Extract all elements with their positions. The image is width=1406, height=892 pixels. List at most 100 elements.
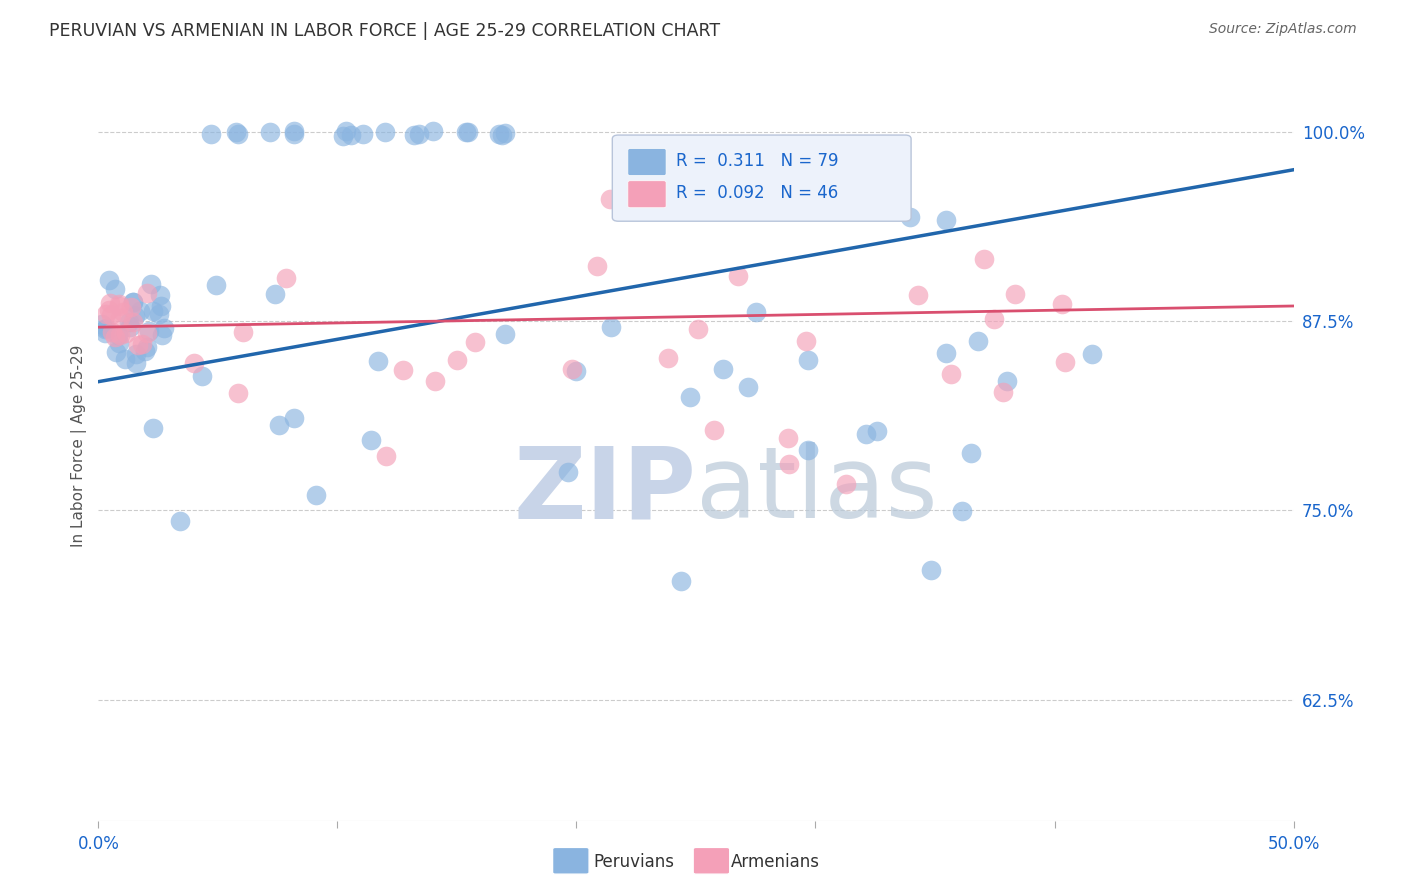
Point: [973, 252, 995, 267]
Point: [150, 327, 173, 342]
Point: [669, 574, 692, 589]
Point: [464, 334, 486, 349]
Point: [600, 319, 623, 334]
Text: Armenians: Armenians: [731, 853, 820, 871]
Point: [352, 128, 374, 142]
Point: [557, 466, 579, 480]
Point: [939, 367, 962, 381]
Point: [100, 308, 122, 322]
Point: [94, 321, 117, 335]
Point: [679, 390, 702, 404]
Text: ZIP: ZIP: [513, 442, 696, 540]
Point: [114, 351, 136, 366]
Point: [115, 326, 138, 341]
Point: [124, 356, 146, 370]
Point: [561, 361, 583, 376]
Point: [745, 305, 768, 319]
Point: [226, 127, 249, 141]
Point: [967, 334, 990, 348]
Point: [921, 562, 943, 576]
Point: [191, 369, 214, 384]
Point: [100, 296, 122, 310]
Text: R =  0.311   N = 79: R = 0.311 N = 79: [676, 153, 838, 170]
Point: [118, 320, 141, 334]
Point: [332, 129, 354, 144]
Point: [283, 124, 305, 138]
Point: [935, 345, 957, 359]
Point: [866, 425, 889, 439]
Point: [794, 334, 817, 348]
Point: [97, 302, 120, 317]
Point: [148, 287, 170, 301]
Point: [657, 351, 679, 366]
Point: [778, 432, 800, 446]
Point: [169, 514, 191, 528]
Point: [232, 325, 254, 339]
Point: [125, 347, 148, 361]
Point: [91, 318, 114, 332]
Point: [103, 282, 125, 296]
Point: [339, 128, 361, 142]
Point: [269, 417, 291, 432]
Point: [122, 294, 145, 309]
Point: [1080, 346, 1102, 360]
Point: [108, 336, 131, 351]
Point: [142, 420, 165, 434]
Point: [494, 126, 516, 140]
Point: [128, 303, 150, 318]
Point: [711, 361, 734, 376]
Y-axis label: In Labor Force | Age 25-29: In Labor Force | Age 25-29: [72, 345, 87, 547]
Point: [585, 259, 607, 273]
Point: [136, 341, 159, 355]
FancyBboxPatch shape: [628, 181, 666, 208]
Point: [374, 449, 396, 463]
Point: [797, 442, 820, 457]
Point: [107, 327, 129, 342]
Point: [835, 477, 858, 491]
Point: [200, 127, 222, 141]
Point: [127, 337, 149, 351]
Point: [112, 305, 135, 319]
Point: [263, 287, 285, 301]
Point: [991, 384, 1014, 399]
Point: [305, 488, 328, 502]
Point: [226, 386, 249, 401]
Point: [778, 457, 800, 471]
Point: [796, 352, 818, 367]
Point: [408, 128, 430, 142]
Point: [360, 434, 382, 448]
Point: [1054, 355, 1077, 369]
Point: [122, 295, 145, 310]
Point: [134, 344, 156, 359]
Point: [564, 364, 586, 378]
Point: [118, 315, 141, 329]
Point: [122, 316, 145, 330]
Point: [898, 211, 921, 225]
Point: [737, 380, 759, 394]
Text: Source: ZipAtlas.com: Source: ZipAtlas.com: [1209, 22, 1357, 37]
Point: [183, 356, 205, 370]
Point: [935, 213, 957, 227]
Point: [727, 269, 749, 284]
Point: [225, 125, 247, 139]
Point: [135, 285, 157, 300]
Point: [950, 503, 973, 517]
Point: [120, 300, 142, 314]
Point: [494, 326, 516, 341]
Text: Peruvians: Peruvians: [593, 853, 675, 871]
Point: [108, 297, 131, 311]
Point: [108, 328, 131, 343]
Point: [96, 307, 118, 321]
Point: [374, 125, 396, 139]
Point: [1050, 297, 1073, 311]
Point: [491, 128, 513, 142]
Text: PERUVIAN VS ARMENIAN IN LABOR FORCE | AGE 25-29 CORRELATION CHART: PERUVIAN VS ARMENIAN IN LABOR FORCE | AG…: [49, 22, 720, 40]
Point: [149, 299, 172, 313]
Point: [107, 299, 129, 313]
Point: [142, 304, 165, 318]
Point: [404, 128, 426, 143]
Point: [995, 374, 1018, 388]
Point: [108, 311, 131, 326]
Point: [367, 354, 389, 368]
Point: [94, 326, 117, 340]
